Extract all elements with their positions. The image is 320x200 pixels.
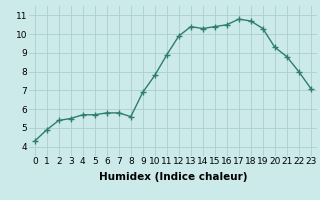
X-axis label: Humidex (Indice chaleur): Humidex (Indice chaleur) [99, 172, 247, 182]
